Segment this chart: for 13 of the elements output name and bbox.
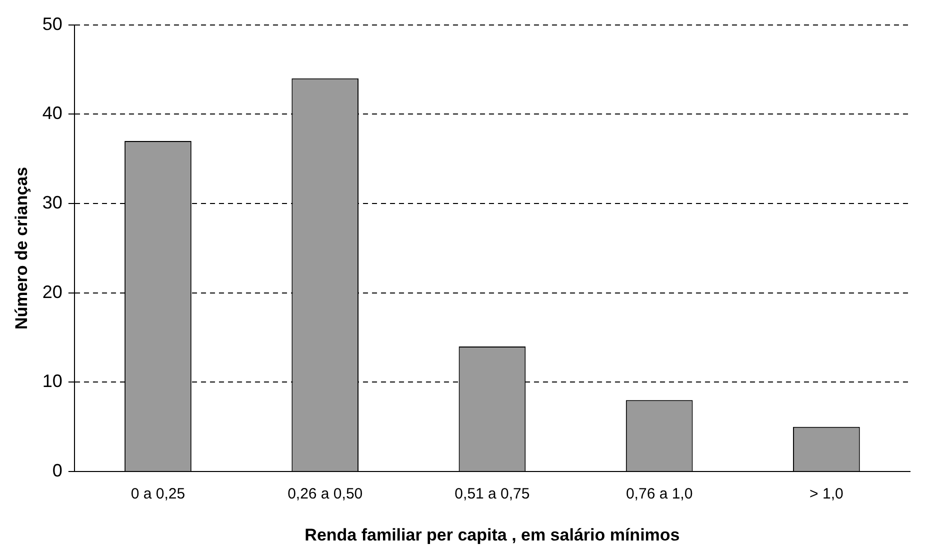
x-axis-title: Renda familiar per capita , em salário mínimos <box>304 525 680 544</box>
y-tick-label: 30 <box>42 192 62 212</box>
y-tick-label: 20 <box>42 282 62 302</box>
y-tick-label: 40 <box>42 103 62 124</box>
x-tick-label: 0 a 0,25 <box>130 486 186 503</box>
x-tick-label: 0,26 a 0,50 <box>288 486 363 503</box>
y-tick-label: 0 <box>52 460 62 481</box>
y-axis-title: Número de crianças <box>12 166 31 330</box>
x-tick-label: 0,76 a 1,0 <box>626 486 693 503</box>
x-tick-label: 0,51 a 0,75 <box>454 486 530 503</box>
y-tick-label: 10 <box>42 371 62 392</box>
x-tick-label: > 1,0 <box>810 486 844 503</box>
y-tick-label: 50 <box>42 14 62 34</box>
